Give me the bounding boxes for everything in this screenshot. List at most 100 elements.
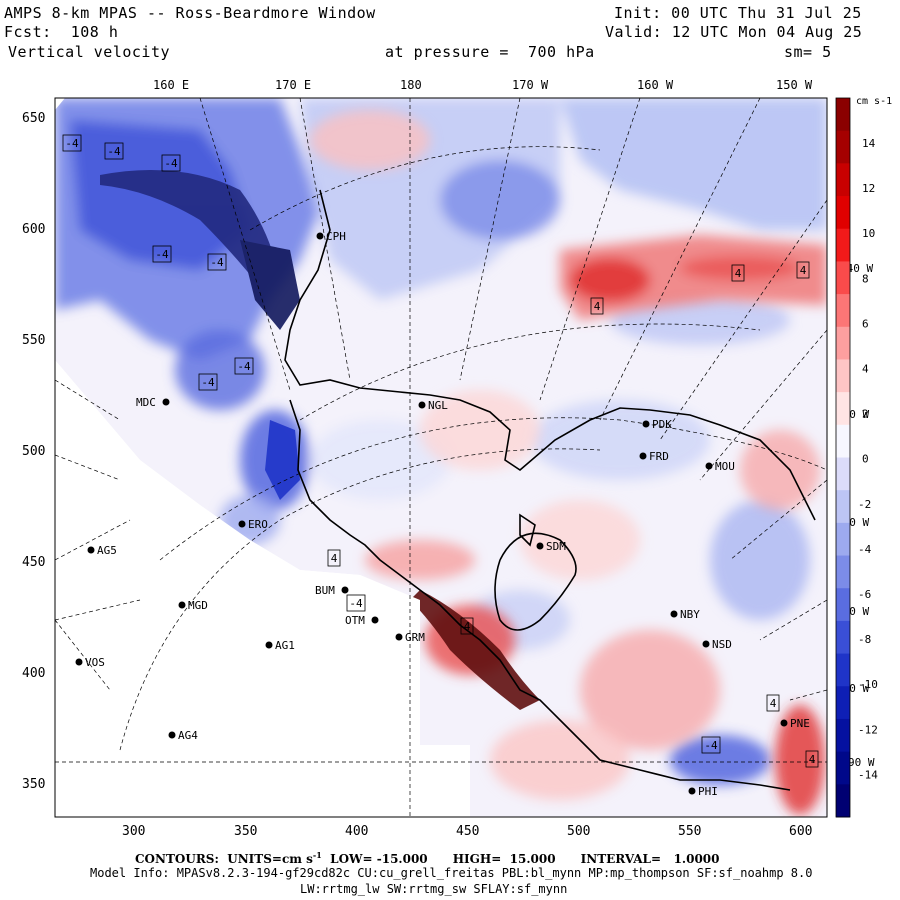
x-tick-label: 550 — [678, 824, 701, 839]
contour-label: -4 — [155, 248, 169, 261]
station-dot — [75, 658, 83, 666]
lon-label-right: 90 W — [848, 756, 875, 769]
x-tick-label: 350 — [234, 824, 257, 839]
station-dot — [418, 401, 426, 409]
contour-label-box — [234, 357, 254, 375]
station-label: FRD — [649, 450, 669, 463]
graticule — [55, 98, 827, 817]
station-dot — [395, 633, 403, 641]
station-label: NSD — [712, 638, 732, 651]
contour-label: 4 — [809, 753, 816, 766]
contour-label-box — [796, 261, 810, 279]
station-label: NGL — [428, 399, 448, 412]
y-tick-label: 500 — [22, 444, 45, 459]
station-label: AG4 — [178, 729, 198, 742]
contour-label: 4 — [735, 267, 742, 280]
smoothing: sm= 5 — [784, 43, 832, 61]
station-dot — [642, 420, 650, 428]
y-tick-label: 650 — [22, 111, 45, 126]
contour-label: -4 — [349, 597, 363, 610]
colorbar-swatch — [836, 653, 850, 687]
lon-label-top: 180 — [400, 78, 422, 92]
contour-label: -4 — [65, 137, 79, 150]
lon-label-top: 170 E — [275, 78, 311, 92]
colorbar-tick-label: 6 — [862, 317, 869, 330]
contour-label-box — [161, 154, 181, 172]
plot-frame — [54, 97, 828, 818]
colorbar-tick-label: -6 — [858, 588, 871, 601]
station-dot — [639, 452, 647, 460]
model-title: AMPS 8-km MPAS -- Ross-Beardmore Window — [4, 4, 376, 22]
station-dot — [316, 232, 324, 240]
colorbar-swatch — [836, 228, 850, 262]
station-dot — [178, 601, 186, 609]
contour-label-box — [731, 264, 745, 282]
contour-label: -4 — [237, 360, 251, 373]
colorbar-tick-label: -14 — [858, 768, 878, 781]
contour-label-box — [198, 373, 218, 391]
station-label: PDK — [652, 418, 672, 431]
top-longitude-labels: 160 E 170 E 180 170 W 160 W 150 W — [153, 78, 813, 92]
colorbar-swatch — [836, 490, 850, 524]
lon-label-top: 170 W — [512, 78, 549, 92]
station-label: PNE — [790, 717, 810, 730]
colorbar-tick-label: -8 — [858, 633, 871, 646]
contour-label: -4 — [164, 157, 178, 170]
station-dot — [168, 731, 176, 739]
contour-label-box — [346, 594, 366, 612]
station-dot — [705, 462, 713, 470]
colorbar-swatch — [836, 98, 850, 132]
colorbar-tick-label: 14 — [862, 137, 876, 150]
contour-label: 4 — [331, 552, 338, 565]
colorbar-swatch — [836, 326, 850, 360]
lon-label-top: 160 E — [153, 78, 189, 92]
contour-label-box — [805, 750, 819, 768]
x-tick-label: 300 — [122, 824, 145, 839]
station-dot — [670, 610, 678, 618]
y-tick-label: 600 — [22, 222, 45, 237]
station-label: SDM — [546, 540, 566, 553]
colorbar-tick-label: 4 — [862, 363, 869, 376]
colorbar-tick-label: -2 — [858, 498, 871, 511]
x-tick-label: 400 — [345, 824, 368, 839]
station-label: VOS — [85, 656, 105, 669]
colorbar-swatch — [836, 522, 850, 557]
station-markers: CPH MDC NGL PDK FRD MOU ERO AG5 SDM BUM MGD OTM GRM A… — [75, 230, 810, 798]
contour-label: -4 — [107, 145, 121, 158]
contour-label: 4 — [800, 264, 807, 277]
colorbar-swatch — [836, 686, 850, 720]
contour-label-box — [207, 253, 227, 271]
colorbar-swatch — [836, 130, 850, 164]
left-axis-labels: 650 600 550 500 450 400 350 — [22, 111, 45, 792]
contour-info: CONTOURS: UNITS=cm s-1 LOW= -15.000 HIGH… — [135, 850, 720, 866]
contour-label: -4 — [704, 739, 718, 752]
colorbar-swatch — [836, 718, 850, 753]
valid-time: Valid: 12 UTC Mon 04 Aug 25 — [605, 23, 863, 41]
colorbar-tick-label: 8 — [862, 272, 869, 285]
colorbar-tick-label: -10 — [858, 678, 878, 691]
station-dot — [371, 616, 379, 624]
station-label: BUM — [315, 584, 335, 597]
station-label: NBY — [680, 608, 700, 621]
contour-label-box — [701, 736, 721, 754]
contour-label-box — [460, 617, 474, 635]
colorbar-swatch — [836, 555, 850, 589]
colorbar-swatch — [836, 457, 850, 491]
colorbar-swatch — [836, 784, 850, 818]
colorbar-swatch — [836, 294, 850, 328]
colorbar-swatch — [836, 751, 850, 785]
colorbar-swatch — [836, 359, 850, 393]
colorbar-tick-label: 10 — [862, 227, 875, 240]
colorbar-swatch — [836, 196, 850, 230]
forecast-hour: Fcst: 108 h — [4, 23, 119, 41]
station-label: MOU — [715, 460, 735, 473]
station-label: OTM — [345, 614, 365, 627]
contour-label: 4 — [594, 300, 601, 313]
colorbar-swatch — [836, 620, 850, 655]
contour-label: 4 — [770, 697, 777, 710]
colorbar-swatch — [836, 392, 850, 426]
station-dot — [702, 640, 710, 648]
station-dot — [780, 719, 788, 727]
contour-label-box — [62, 134, 82, 152]
